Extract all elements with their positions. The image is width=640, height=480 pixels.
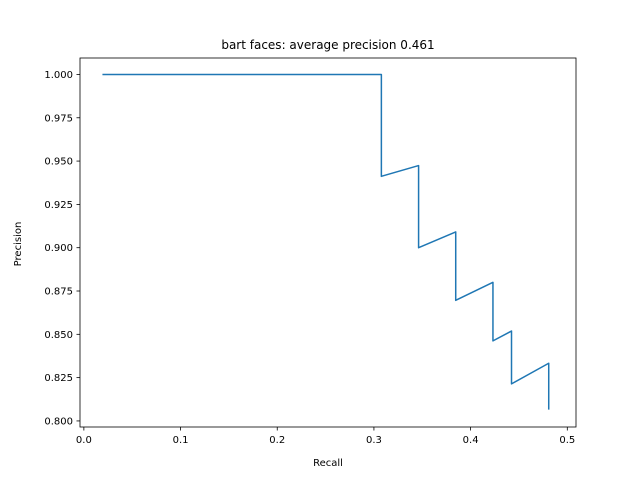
- y-tick-label: 0.850: [44, 330, 73, 341]
- y-tick-label: 0.825: [44, 373, 73, 384]
- y-tick-label: 0.925: [44, 200, 73, 211]
- y-axis: 0.800 0.825 0.850 0.875 0.900 0.925 0.950 0.975…: [44, 70, 80, 427]
- y-tick-label: 0.950: [44, 157, 73, 168]
- y-tick-label: 0.900: [44, 243, 73, 254]
- y-tick-label: 0.875: [44, 287, 73, 298]
- x-tick-label: 0.4: [463, 435, 479, 446]
- x-tick-label: 0.0: [76, 435, 92, 446]
- y-tick-label: 0.975: [44, 113, 73, 124]
- plot-frame: [79, 57, 577, 428]
- chart-title: bart faces: average precision 0.461: [221, 38, 434, 52]
- y-axis-label: Precision: [13, 222, 24, 267]
- x-tick-label: 0.3: [366, 435, 382, 446]
- x-tick-label: 0.5: [559, 435, 575, 446]
- pr-curve-line-0: [102, 73, 550, 410]
- plot-area: [79, 57, 577, 428]
- y-tick-label: 0.800: [44, 416, 73, 427]
- x-axis: 0.0 0.1 0.2 0.3 0.4 0.5: [76, 427, 575, 446]
- x-tick-label: 0.2: [269, 435, 285, 446]
- x-axis-label: Recall: [313, 458, 343, 469]
- y-tick-label: 1.000: [44, 70, 73, 81]
- x-tick-label: 0.1: [173, 435, 189, 446]
